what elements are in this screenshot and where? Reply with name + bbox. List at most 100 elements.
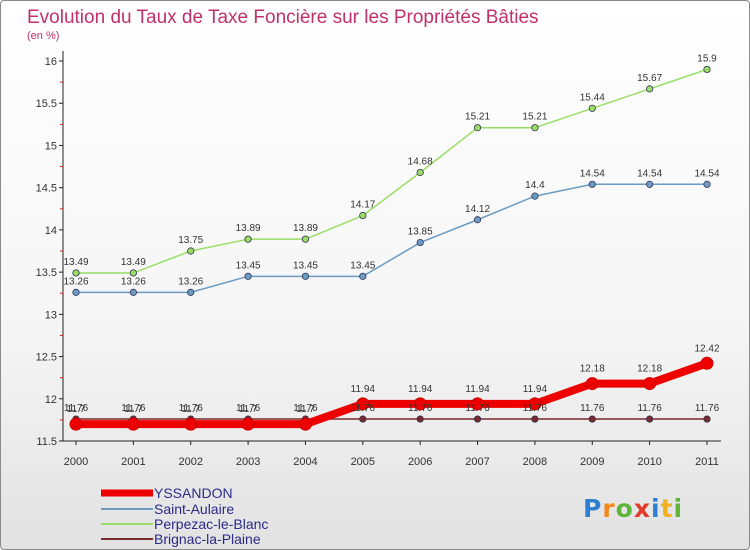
data-label: 11.76 xyxy=(179,403,204,414)
x-tick-label: 2007 xyxy=(465,456,489,468)
data-labels: 13.49 13.49 13.75 13.89 13.89 14.17 14.68 15.21… xyxy=(63,53,719,415)
data-point xyxy=(129,288,137,296)
data-point xyxy=(187,288,195,296)
data-label: 15.21 xyxy=(465,112,490,123)
x-tick-label: 2004 xyxy=(293,456,317,468)
data-point xyxy=(473,216,482,224)
chart-legend: YSSANDONSaint-AulairePerpezac-le-BlancBr… xyxy=(101,485,268,547)
data-point xyxy=(359,415,367,423)
data-label: 14.4 xyxy=(525,180,545,191)
data-label: 14.12 xyxy=(465,204,490,215)
data-label: 11.76 xyxy=(236,403,261,414)
series-line-Perpezac-le-Blanc xyxy=(75,68,708,274)
data-label: 11.76 xyxy=(695,403,720,414)
data-point xyxy=(301,272,310,280)
x-tick-label: 2006 xyxy=(408,456,432,468)
data-point xyxy=(72,288,80,296)
data-label: 13.26 xyxy=(178,276,203,287)
data-point xyxy=(69,417,83,431)
proxiti-logo: Proxiti xyxy=(583,494,683,523)
data-point xyxy=(473,124,482,132)
data-label: 11.7 xyxy=(124,404,143,415)
legend-label: Saint-Aulaire xyxy=(154,501,234,517)
data-label: 11.76 xyxy=(351,403,376,414)
y-tick-label: 12 xyxy=(45,394,57,406)
data-point xyxy=(72,269,80,277)
data-label: 11.94 xyxy=(351,384,376,395)
data-point xyxy=(703,180,711,188)
data-point xyxy=(471,397,485,411)
series-line-YSSANDON xyxy=(72,359,711,429)
data-point xyxy=(700,356,714,370)
data-label: 14.54 xyxy=(694,168,719,179)
data-label: 12.42 xyxy=(694,343,719,354)
data-point xyxy=(646,180,654,188)
data-point xyxy=(703,65,711,74)
y-tick-label: 11.5 xyxy=(36,436,57,448)
y-tick-label: 14.5 xyxy=(36,183,57,195)
data-point xyxy=(531,415,539,423)
data-label: 15.9 xyxy=(697,53,717,64)
data-label: 11.94 xyxy=(408,384,433,395)
data-point xyxy=(416,238,424,247)
y-tick-label: 15.5 xyxy=(36,98,57,110)
data-point xyxy=(356,397,370,411)
data-point xyxy=(531,124,539,132)
x-tick-label: 2011 xyxy=(695,456,719,468)
data-label: 13.49 xyxy=(121,257,146,268)
data-label: 14.54 xyxy=(637,168,662,179)
x-tick-label: 2010 xyxy=(637,456,661,468)
data-point xyxy=(528,397,542,411)
x-tick-label: 2000 xyxy=(64,456,88,468)
chart-unit: (en %) xyxy=(27,30,60,42)
data-label: 11.7 xyxy=(296,404,315,415)
x-tick-label: 2005 xyxy=(351,456,375,468)
data-point xyxy=(643,377,657,391)
x-tick-label: 2009 xyxy=(580,456,604,468)
data-label: 13.85 xyxy=(408,227,433,238)
data-label: 12.18 xyxy=(580,364,605,375)
data-point xyxy=(531,192,539,200)
data-point xyxy=(187,247,195,255)
svg-text:Proxiti: Proxiti xyxy=(583,494,683,523)
data-label: 13.89 xyxy=(236,223,261,234)
x-tick-label: 2008 xyxy=(523,456,547,468)
data-label: 14.17 xyxy=(350,200,375,211)
data-label: 13.89 xyxy=(293,223,318,234)
data-point xyxy=(129,269,137,277)
data-label: 11.76 xyxy=(121,403,146,414)
y-tick-label: 13.5 xyxy=(36,267,57,279)
data-label: 11.76 xyxy=(64,403,89,414)
x-tick-label: 2003 xyxy=(236,456,260,468)
data-label: 13.75 xyxy=(178,235,203,246)
data-label: 14.54 xyxy=(580,168,605,179)
data-point xyxy=(416,415,424,423)
data-label: 13.45 xyxy=(350,260,375,271)
data-point xyxy=(244,272,252,280)
data-point xyxy=(585,377,599,391)
data-label: 13.49 xyxy=(63,257,88,268)
series-line-Saint-Aulaire xyxy=(75,183,708,294)
data-label: 13.26 xyxy=(121,276,146,287)
data-point xyxy=(184,417,198,431)
data-point xyxy=(126,417,140,431)
data-point xyxy=(416,168,424,177)
data-label: 11.76 xyxy=(580,403,605,414)
data-label: 11.76 xyxy=(293,403,318,414)
x-tick-label: 2001 xyxy=(121,456,145,468)
series-points xyxy=(69,65,714,431)
data-label: 13.26 xyxy=(63,276,88,287)
data-label: 15.21 xyxy=(522,112,547,123)
data-point xyxy=(301,235,310,243)
data-point xyxy=(473,415,482,423)
data-point xyxy=(588,415,596,423)
data-point xyxy=(588,180,596,188)
y-tick-label: 14 xyxy=(45,225,57,237)
x-tick-label: 2002 xyxy=(178,456,202,468)
data-label: 13.45 xyxy=(293,260,318,271)
data-point xyxy=(244,235,252,243)
chart-axes: 11.5 12 12.5 13 13.5 14 14.5 15 15.5 16 2000 2001 20… xyxy=(36,51,721,468)
y-tick-label: 16 xyxy=(45,56,57,68)
